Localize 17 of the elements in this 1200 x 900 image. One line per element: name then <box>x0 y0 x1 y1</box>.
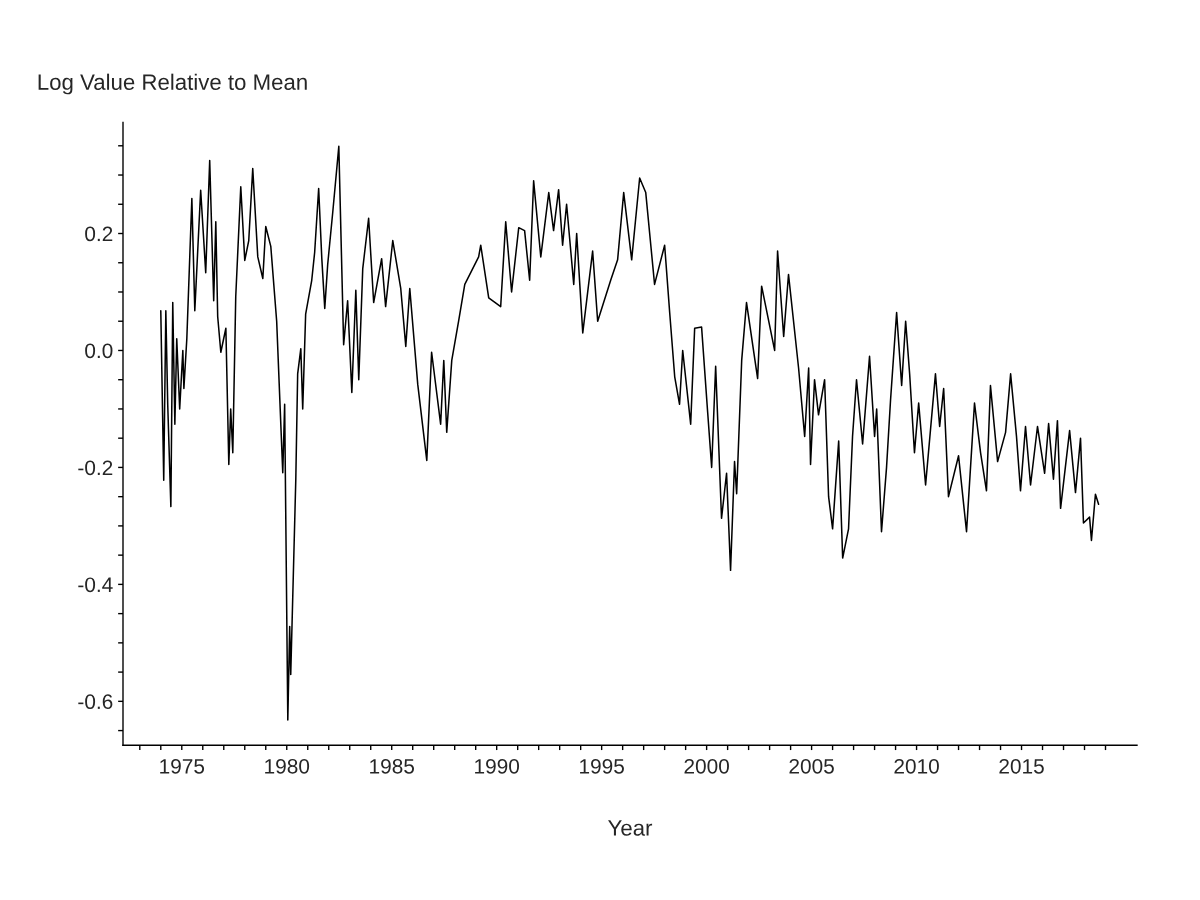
x-tick-label: 2015 <box>999 758 1044 774</box>
line-series <box>160 145 1100 721</box>
y-tick-label: -0.6 <box>78 694 113 710</box>
y-tick-label: 0.0 <box>85 343 113 359</box>
y-tick-label: -0.4 <box>78 577 113 593</box>
x-tick-label: 2005 <box>789 758 834 774</box>
y-tick-label: 0.2 <box>85 226 113 242</box>
x-tick-label: 1990 <box>475 758 520 774</box>
x-tick-label: 1985 <box>370 758 415 774</box>
x-tick-label: 1995 <box>580 758 624 774</box>
y-axis-title: Log Value Relative to Mean <box>38 73 307 95</box>
x-tick-label: 1975 <box>160 758 205 774</box>
x-tick-label: 2010 <box>894 758 939 774</box>
x-axis-title: Year <box>608 820 653 836</box>
x-tick-label: 2000 <box>684 758 729 774</box>
y-tick-label: -0.2 <box>78 460 113 476</box>
x-tick-label: 1980 <box>265 758 310 774</box>
